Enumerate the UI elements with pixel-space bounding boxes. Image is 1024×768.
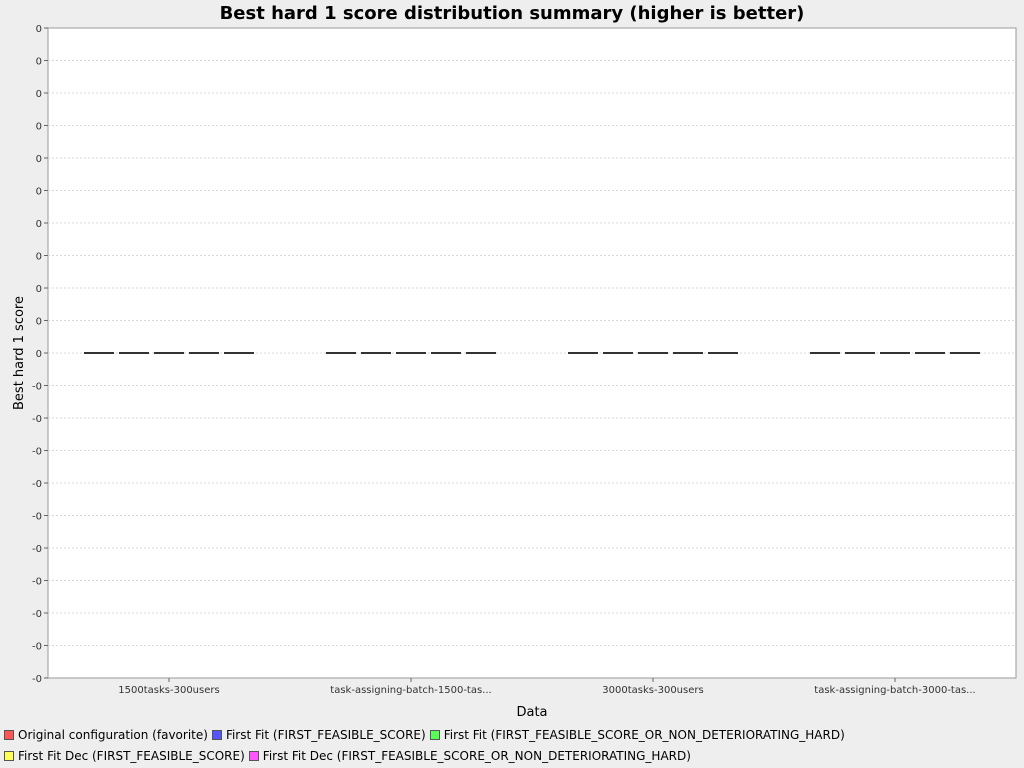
y-tick-label: 0 (36, 317, 42, 328)
y-tick-label: 0 (36, 252, 42, 263)
chart-title: Best hard 1 score distribution summary (… (220, 3, 805, 24)
y-tick-label: -0 (32, 512, 42, 523)
y-tick-label: -0 (32, 479, 42, 490)
y-tick-label: 0 (36, 122, 42, 133)
y-tick-label: 0 (36, 349, 42, 360)
legend-row-2: First Fit Dec (FIRST_FEASIBLE_SCORE) Fir… (0, 747, 1024, 765)
legend-label: First Fit (FIRST_FEASIBLE_SCORE) (225, 728, 426, 742)
legend-swatch (429, 730, 440, 740)
legend-item: Original configuration (favorite) (4, 728, 208, 742)
y-tick-label: -0 (32, 674, 42, 685)
x-axis-label: Data (516, 705, 547, 720)
legend-swatch (4, 730, 14, 740)
y-tick-label: -0 (32, 577, 42, 588)
legend-swatch (211, 730, 222, 740)
y-tick-label: 0 (36, 89, 42, 100)
y-tick-label: -0 (32, 447, 42, 458)
y-tick-label: -0 (32, 382, 42, 393)
legend-row-1: Original configuration (favorite) First … (0, 726, 1024, 744)
grid-layer (48, 60, 1016, 646)
legend-label: First Fit (FIRST_FEASIBLE_SCORE_OR_NON_D… (443, 728, 845, 742)
legend-label: First Fit Dec (FIRST_FEASIBLE_SCORE_OR_N… (262, 749, 691, 763)
x-tick-label: 3000tasks-300users (602, 685, 703, 696)
legend-label: Original configuration (favorite) (18, 728, 208, 742)
y-tick-label: 0 (36, 154, 42, 165)
legend-label: First Fit Dec (FIRST_FEASIBLE_SCORE) (18, 749, 245, 763)
legend-swatch (248, 751, 259, 761)
x-tick-label: task-assigning-batch-3000-tas... (814, 685, 975, 696)
legend-item: First Fit Dec (FIRST_FEASIBLE_SCORE) (4, 749, 245, 763)
y-tick-label: -0 (32, 414, 42, 425)
y-tick-label: 0 (36, 187, 42, 198)
y-tick-label: -0 (32, 642, 42, 653)
x-tick-label: task-assigning-batch-1500-tas... (330, 685, 491, 696)
legend-item: First Fit Dec (FIRST_FEASIBLE_SCORE_OR_N… (248, 749, 691, 763)
y-tick-label: -0 (32, 544, 42, 555)
x-tick-label: 1500tasks-300users (118, 685, 219, 696)
legend-item: First Fit (FIRST_FEASIBLE_SCORE_OR_NON_D… (429, 728, 845, 742)
y-tick-label: 0 (36, 219, 42, 230)
y-tick-label: 0 (36, 57, 42, 68)
y-axis-label: Best hard 1 score (12, 296, 27, 410)
y-tick-label: 0 (36, 24, 42, 35)
y-tick-label: 0 (36, 284, 42, 295)
legend-swatch (4, 751, 14, 761)
y-tick-label: -0 (32, 609, 42, 620)
y-axis-ticks: 0 0 0 0 0 0 0 0 0 0 0 -0 -0 -0 -0 -0 -0 -0 -0 -0 -0 (32, 24, 48, 685)
legend-item: First Fit (FIRST_FEASIBLE_SCORE) (211, 728, 426, 742)
x-axis-ticks: 1500tasks-300users task-assigning-batch-1… (118, 678, 976, 696)
